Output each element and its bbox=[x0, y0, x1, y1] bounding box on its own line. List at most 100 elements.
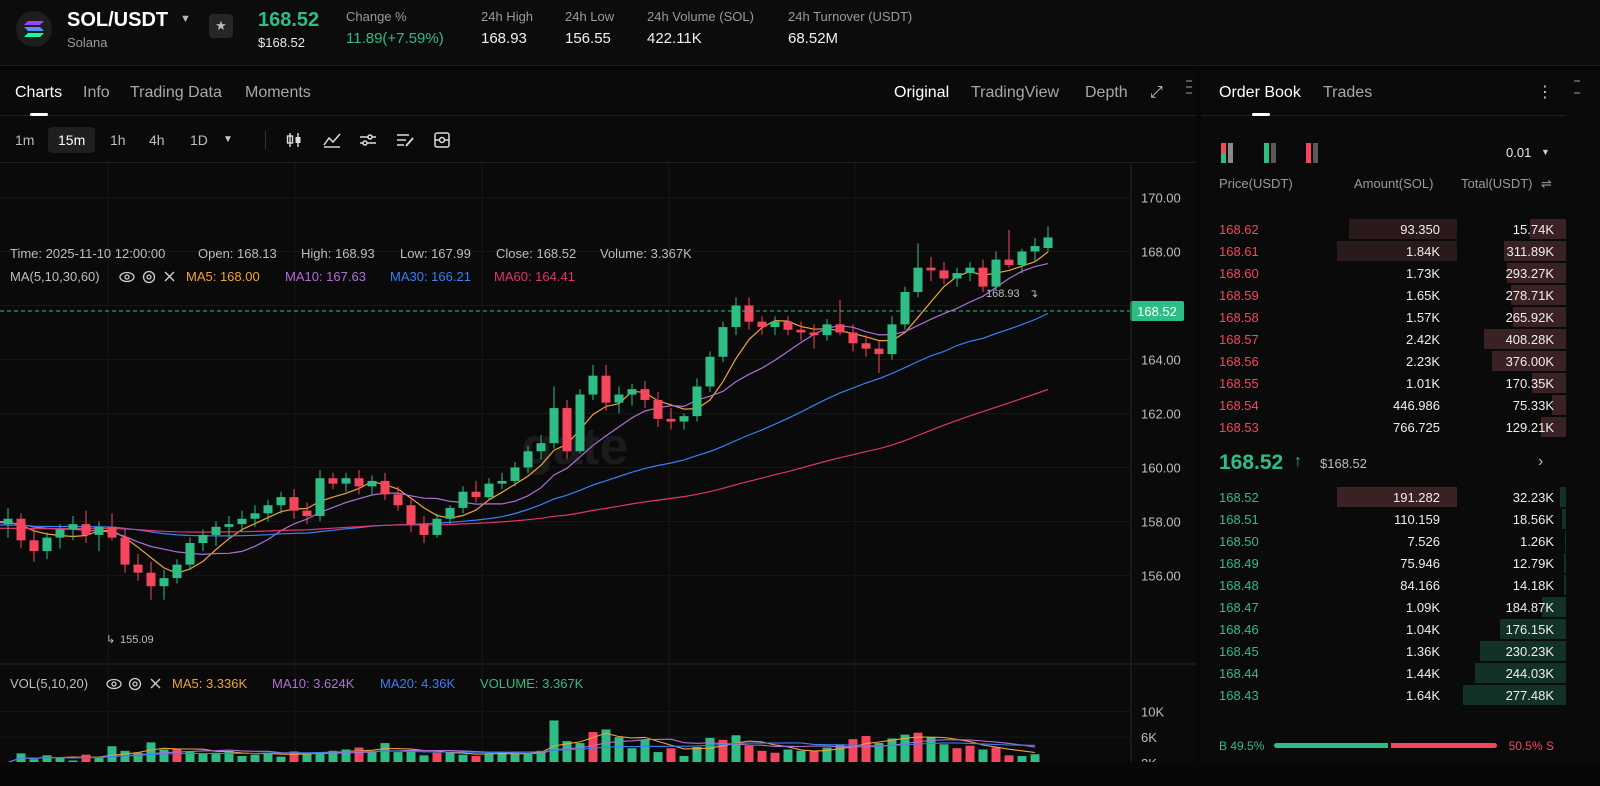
candle-body bbox=[640, 389, 650, 400]
candle-body bbox=[887, 324, 897, 355]
ask-row[interactable]: 168.61 1.84K 311.89K bbox=[1201, 241, 1566, 261]
tab-trades[interactable]: Trades bbox=[1323, 84, 1373, 101]
ask-row[interactable]: 168.54 446.986 75.33K bbox=[1201, 395, 1566, 415]
volume-bar bbox=[991, 747, 1001, 762]
volume-bars bbox=[16, 720, 1040, 762]
chart-panel: Charts Info Trading Data Moments Origina… bbox=[0, 70, 1196, 762]
ask-row[interactable]: 168.60 1.73K 293.27K bbox=[1201, 263, 1566, 283]
candle-body bbox=[263, 505, 273, 514]
candle-body bbox=[562, 408, 572, 452]
view-original[interactable]: Original bbox=[894, 84, 950, 101]
candle-body bbox=[1030, 246, 1040, 252]
info-low: Low: 167.99 bbox=[400, 246, 471, 261]
timeframe-1h[interactable]: 1h bbox=[110, 132, 126, 148]
tab-trading-data[interactable]: Trading Data bbox=[130, 84, 222, 101]
timeframe-1m[interactable]: 1m bbox=[15, 132, 35, 148]
candle-body bbox=[328, 478, 338, 484]
stat-label: 24h High bbox=[481, 9, 534, 24]
layout-icon[interactable] bbox=[433, 131, 451, 149]
bid-row[interactable]: 168.43 1.64K 277.48K bbox=[1201, 685, 1566, 705]
tab-moments[interactable]: Moments bbox=[245, 84, 311, 101]
candle-body bbox=[991, 259, 1001, 287]
stat-24h-turnover: 24h Turnover (USDT) 68.52M bbox=[788, 9, 912, 47]
volume-bar bbox=[627, 748, 637, 762]
star-icon[interactable]: ★ bbox=[209, 14, 233, 38]
sell-ratio: 50.5% S bbox=[1508, 739, 1554, 753]
bid-row[interactable]: 168.47 1.09K 184.87K bbox=[1201, 597, 1566, 617]
candle-body bbox=[588, 375, 598, 395]
volume-bar bbox=[263, 752, 273, 762]
candle-body bbox=[796, 329, 806, 333]
tab-info[interactable]: Info bbox=[83, 84, 110, 101]
bid-row[interactable]: 168.45 1.36K 230.23K bbox=[1201, 641, 1566, 661]
chevron-down-icon[interactable]: ▼ bbox=[1541, 147, 1550, 157]
volume-bar bbox=[783, 749, 793, 762]
bid-row[interactable]: 168.48 84.166 14.18K bbox=[1201, 575, 1566, 595]
chevron-down-icon[interactable]: ▼ bbox=[180, 13, 191, 25]
ask-row[interactable]: 168.59 1.65K 278.71K bbox=[1201, 285, 1566, 305]
timeframe-1d[interactable]: 1D bbox=[190, 132, 208, 148]
panel-drag-handle-icon[interactable] bbox=[1186, 80, 1192, 94]
view-mode-both-icon[interactable] bbox=[1221, 143, 1243, 163]
candle-body bbox=[913, 267, 923, 292]
chevron-right-icon[interactable]: › bbox=[1538, 453, 1544, 470]
indicator-icon[interactable] bbox=[323, 131, 341, 149]
candle-body bbox=[107, 526, 117, 538]
ma10-value: MA10: 167.63 bbox=[285, 269, 366, 284]
tab-order-book[interactable]: Order Book bbox=[1219, 84, 1301, 101]
bid-row[interactable]: 168.50 7.526 1.26K bbox=[1201, 531, 1566, 551]
settings-icon[interactable] bbox=[359, 131, 377, 149]
sort-icon[interactable]: ⇌ bbox=[1541, 176, 1552, 191]
row-amount: 1.57K bbox=[1406, 310, 1440, 325]
view-depth[interactable]: Depth bbox=[1085, 84, 1128, 101]
volume-bar bbox=[809, 751, 819, 762]
chevron-down-icon[interactable]: ▼ bbox=[223, 134, 233, 145]
bid-row[interactable]: 168.51 110.159 18.56K bbox=[1201, 509, 1566, 529]
ask-row[interactable]: 168.57 2.42K 408.28K bbox=[1201, 329, 1566, 349]
candle-body bbox=[81, 524, 91, 535]
ask-row[interactable]: 168.62 93.350 15.74K bbox=[1201, 219, 1566, 239]
tick-size-select[interactable]: 0.01 bbox=[1506, 145, 1532, 160]
depth-bar bbox=[1504, 241, 1566, 261]
view-mode-asks-icon[interactable] bbox=[1306, 143, 1328, 163]
volume-bar bbox=[393, 752, 403, 762]
min-marker-pointer-icon: ↳ bbox=[106, 633, 115, 646]
candle-body bbox=[302, 510, 312, 517]
timeframe-4h[interactable]: 4h bbox=[149, 132, 165, 148]
close-icon bbox=[164, 271, 175, 282]
ask-row[interactable]: 168.53 766.725 129.21K bbox=[1201, 417, 1566, 437]
volume-bar bbox=[497, 752, 507, 762]
drawing-icon[interactable] bbox=[396, 131, 414, 149]
expand-icon[interactable]: ⤢ bbox=[1150, 84, 1163, 101]
price-axis-label: 160.00 bbox=[1141, 460, 1181, 475]
tab-charts[interactable]: Charts bbox=[15, 84, 63, 101]
bid-row[interactable]: 168.44 1.44K 244.03K bbox=[1201, 663, 1566, 683]
ask-row[interactable]: 168.58 1.57K 265.92K bbox=[1201, 307, 1566, 327]
kline-chart[interactable]: gate Time: 2025-11-10 12:00:00 Open: 168… bbox=[0, 164, 1196, 762]
row-total: 184.87K bbox=[1505, 600, 1554, 615]
view-mode-bids-icon[interactable] bbox=[1264, 143, 1286, 163]
bid-row[interactable]: 168.52 191.282 32.23K bbox=[1201, 487, 1566, 507]
view-tradingview[interactable]: TradingView bbox=[971, 84, 1060, 101]
more-icon[interactable]: ⋮ bbox=[1537, 84, 1553, 101]
ma30-value: MA30: 166.21 bbox=[390, 269, 471, 284]
ask-row[interactable]: 168.56 2.23K 376.00K bbox=[1201, 351, 1566, 371]
min-price-marker: 155.09 bbox=[120, 634, 154, 646]
timeframe-15m[interactable]: 15m bbox=[48, 127, 96, 153]
row-price: 168.51 bbox=[1219, 512, 1259, 527]
candle-body bbox=[744, 305, 754, 322]
active-tab-indicator bbox=[30, 113, 48, 116]
ask-row[interactable]: 168.55 1.01K 170.35K bbox=[1201, 373, 1566, 393]
pair-selector[interactable]: SOL/USDT bbox=[67, 9, 169, 31]
candle-body bbox=[575, 394, 585, 452]
mid-price: 168.52 bbox=[1219, 451, 1284, 474]
volume-bar bbox=[926, 737, 936, 762]
volume-bar bbox=[367, 751, 377, 762]
bid-row[interactable]: 168.49 75.946 12.79K bbox=[1201, 553, 1566, 573]
volume-bar bbox=[445, 752, 455, 762]
max-marker-pointer-icon: ↴ bbox=[1029, 287, 1038, 300]
bid-row[interactable]: 168.46 1.04K 176.15K bbox=[1201, 619, 1566, 639]
candle-chart-icon[interactable] bbox=[285, 131, 303, 149]
row-amount: 1.09K bbox=[1406, 600, 1440, 615]
panel-drag-handle-icon[interactable] bbox=[1574, 80, 1580, 94]
